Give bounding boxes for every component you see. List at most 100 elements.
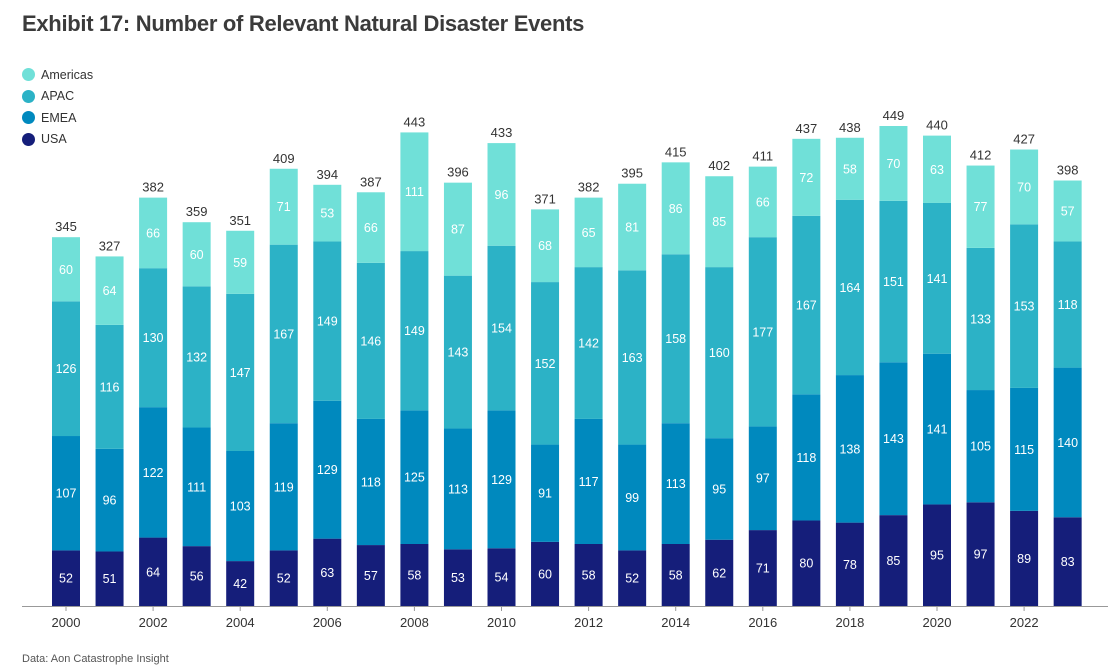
data-label-apac-2017: 167 (796, 299, 817, 313)
bar-segment-apac-2008 (400, 251, 429, 411)
legend-item-americas[interactable]: Americas (22, 64, 93, 86)
data-label-usa-2001: 51 (103, 572, 117, 586)
data-label-americas-2012: 65 (582, 226, 596, 240)
bar-segment-apac-2004 (226, 293, 255, 451)
bar-segment-americas-2003 (182, 222, 211, 287)
total-label-2001: 327 (99, 238, 121, 253)
bar-segment-americas-2008 (400, 132, 429, 252)
data-label-americas-2018: 58 (843, 162, 857, 176)
bar-segment-emea-2023 (1053, 367, 1082, 518)
bar-segment-apac-2016 (748, 237, 777, 427)
bar-segment-usa-2023 (1053, 517, 1082, 606)
total-label-2000: 345 (55, 219, 77, 234)
bar-segment-americas-2015 (705, 176, 734, 268)
data-label-americas-2009: 87 (451, 223, 465, 237)
bar-segment-apac-2017 (792, 215, 821, 395)
total-label-2010: 433 (491, 125, 513, 140)
bar-segment-usa-2003 (182, 546, 211, 606)
bar-segment-usa-2017 (792, 520, 821, 606)
data-label-americas-2006: 53 (320, 207, 334, 221)
total-label-2008: 443 (404, 114, 426, 129)
bar-segment-americas-2011 (531, 209, 560, 283)
data-label-emea-2012: 117 (579, 475, 599, 489)
chart-title: Exhibit 17: Number of Relevant Natural D… (22, 11, 585, 36)
data-label-apac-2011: 152 (535, 357, 556, 371)
data-label-apac-2006: 149 (317, 315, 338, 329)
data-label-americas-2011: 68 (538, 239, 552, 253)
data-label-americas-2013: 81 (625, 221, 639, 235)
bar-segment-emea-2013 (618, 444, 647, 551)
data-label-emea-2002: 122 (143, 466, 164, 480)
bar-segment-emea-2005 (269, 423, 298, 551)
data-label-usa-2023: 83 (1061, 555, 1075, 569)
legend-label-americas: Americas (41, 67, 94, 82)
bar-segment-usa-2010 (487, 548, 516, 606)
data-label-apac-2013: 163 (622, 351, 643, 365)
bar-segment-americas-2017 (792, 138, 821, 216)
legend-label-emea: EMEA (41, 110, 77, 125)
bar-segment-apac-2003 (182, 286, 211, 428)
legend-swatch-americas (22, 68, 35, 82)
data-label-americas-2000: 60 (59, 263, 73, 277)
bar-segment-apac-2022 (1010, 224, 1039, 388)
bar-segment-usa-2020 (923, 504, 951, 606)
total-label-2002: 382 (142, 180, 164, 195)
data-label-apac-2010: 154 (491, 322, 512, 336)
data-label-emea-2013: 99 (625, 491, 639, 505)
total-label-2018: 438 (839, 120, 861, 135)
data-label-emea-2001: 96 (103, 494, 117, 508)
data-label-usa-2012: 58 (582, 568, 596, 582)
bar-segment-americas-2021 (966, 165, 995, 248)
data-label-usa-2004: 42 (233, 577, 247, 591)
bar-segment-emea-2004 (226, 450, 255, 562)
bar-segment-emea-2002 (139, 407, 168, 538)
data-label-americas-2017: 72 (799, 171, 813, 185)
legend-item-usa[interactable]: USA (22, 129, 93, 151)
data-label-usa-2002: 64 (146, 565, 160, 579)
bar-segment-americas-2007 (356, 192, 385, 263)
legend-swatch-emea (22, 111, 35, 125)
data-label-americas-2008: 111 (405, 185, 424, 199)
chart-legend: Americas APAC EMEA USA (22, 64, 93, 150)
data-label-apac-2001: 116 (100, 380, 120, 394)
data-label-usa-2010: 54 (495, 571, 509, 585)
data-label-usa-2007: 57 (364, 569, 378, 583)
data-label-emea-2007: 118 (361, 475, 381, 489)
data-label-americas-2020: 63 (930, 163, 944, 177)
data-label-apac-2023: 118 (1058, 298, 1078, 312)
data-label-apac-2014: 158 (665, 332, 686, 346)
data-label-americas-2003: 60 (190, 248, 204, 262)
data-label-usa-2000: 52 (59, 572, 73, 586)
legend-item-emea[interactable]: EMEA (22, 107, 93, 129)
data-label-emea-2019: 143 (883, 432, 904, 446)
source-note: Data: Aon Catastrophe Insight (22, 653, 169, 665)
bar-segment-apac-2021 (966, 247, 995, 391)
bar-segment-apac-2012 (574, 267, 603, 419)
bar-segment-apac-2018 (835, 199, 864, 376)
bar-segment-emea-2011 (531, 444, 560, 542)
data-label-emea-2015: 95 (712, 482, 726, 496)
bar-segment-emea-2022 (1010, 387, 1039, 511)
bar-segment-apac-2007 (356, 262, 385, 419)
legend-item-apac[interactable]: APAC (22, 86, 93, 108)
data-label-usa-2016: 71 (756, 562, 770, 576)
bar-segment-emea-2019 (879, 362, 908, 516)
data-label-apac-2015: 160 (709, 346, 730, 360)
bar-segment-apac-2020 (923, 202, 951, 354)
bar-segment-usa-2008 (400, 543, 429, 606)
bar-segment-apac-2013 (618, 270, 647, 445)
x-tick-label-2014: 2014 (661, 615, 690, 630)
total-label-2005: 409 (273, 151, 295, 166)
data-label-emea-2008: 125 (404, 471, 425, 485)
data-label-emea-2004: 103 (230, 500, 251, 514)
bar-segment-americas-2009 (443, 182, 472, 276)
bar-segment-usa-2014 (661, 543, 690, 606)
data-label-usa-2020: 95 (930, 549, 944, 563)
total-label-2015: 402 (708, 158, 730, 173)
bar-segment-apac-2002 (139, 268, 168, 408)
total-label-2023: 398 (1057, 163, 1079, 178)
data-label-americas-2019: 70 (886, 157, 900, 171)
bar-segment-emea-2001 (95, 448, 124, 552)
legend-swatch-apac (22, 89, 35, 103)
data-label-usa-2021: 97 (974, 548, 988, 562)
